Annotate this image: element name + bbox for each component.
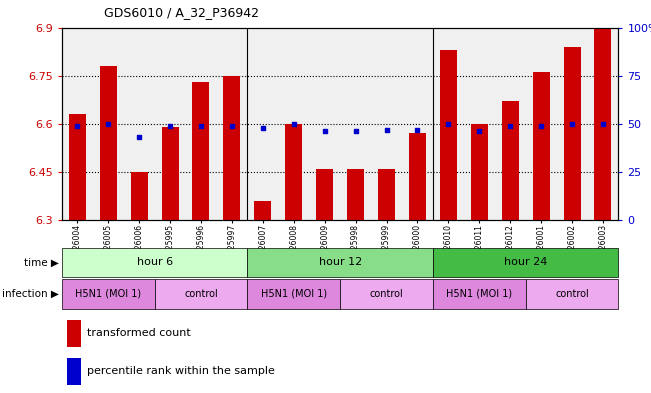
- Text: transformed count: transformed count: [87, 328, 191, 338]
- Text: GDS6010 / A_32_P36942: GDS6010 / A_32_P36942: [104, 6, 259, 19]
- Text: hour 12: hour 12: [318, 257, 362, 267]
- Point: [443, 121, 454, 127]
- Bar: [69, 114, 86, 220]
- Bar: [433, 248, 618, 277]
- Bar: [502, 101, 519, 220]
- Point: [505, 123, 516, 129]
- Text: control: control: [184, 289, 218, 299]
- Point: [412, 127, 422, 133]
- Bar: [247, 248, 433, 277]
- Bar: [100, 66, 117, 220]
- Bar: [409, 134, 426, 220]
- Text: H5N1 (MOI 1): H5N1 (MOI 1): [75, 289, 141, 299]
- Point: [196, 123, 206, 129]
- Bar: [378, 169, 395, 220]
- Text: hour 6: hour 6: [137, 257, 173, 267]
- Bar: [131, 172, 148, 220]
- Point: [103, 121, 113, 127]
- Bar: [285, 124, 302, 220]
- Bar: [347, 169, 364, 220]
- Bar: [316, 169, 333, 220]
- Point: [381, 127, 392, 133]
- Point: [320, 129, 330, 135]
- Text: hour 24: hour 24: [504, 257, 547, 267]
- Bar: [471, 124, 488, 220]
- Bar: [68, 320, 81, 347]
- Point: [536, 123, 546, 129]
- Point: [258, 125, 268, 131]
- Bar: [255, 201, 271, 220]
- Text: control: control: [370, 289, 404, 299]
- Bar: [154, 279, 247, 309]
- Bar: [525, 279, 618, 309]
- Bar: [62, 248, 247, 277]
- Bar: [223, 76, 240, 220]
- Bar: [247, 279, 340, 309]
- Point: [72, 123, 83, 129]
- Bar: [62, 279, 154, 309]
- Point: [227, 123, 237, 129]
- Text: percentile rank within the sample: percentile rank within the sample: [87, 366, 275, 376]
- Point: [288, 121, 299, 127]
- Bar: [533, 72, 549, 220]
- Text: H5N1 (MOI 1): H5N1 (MOI 1): [446, 289, 512, 299]
- Text: time ▶: time ▶: [23, 257, 59, 267]
- Bar: [440, 50, 457, 220]
- Bar: [161, 127, 178, 220]
- Point: [165, 123, 175, 129]
- Bar: [340, 279, 433, 309]
- Text: infection ▶: infection ▶: [2, 289, 59, 299]
- Point: [134, 134, 145, 140]
- Text: H5N1 (MOI 1): H5N1 (MOI 1): [260, 289, 327, 299]
- Bar: [433, 279, 525, 309]
- Bar: [193, 82, 210, 220]
- Bar: [68, 358, 81, 385]
- Point: [567, 121, 577, 127]
- Bar: [594, 28, 611, 220]
- Text: control: control: [555, 289, 589, 299]
- Bar: [564, 47, 581, 220]
- Point: [474, 129, 484, 135]
- Point: [598, 121, 608, 127]
- Point: [350, 129, 361, 135]
